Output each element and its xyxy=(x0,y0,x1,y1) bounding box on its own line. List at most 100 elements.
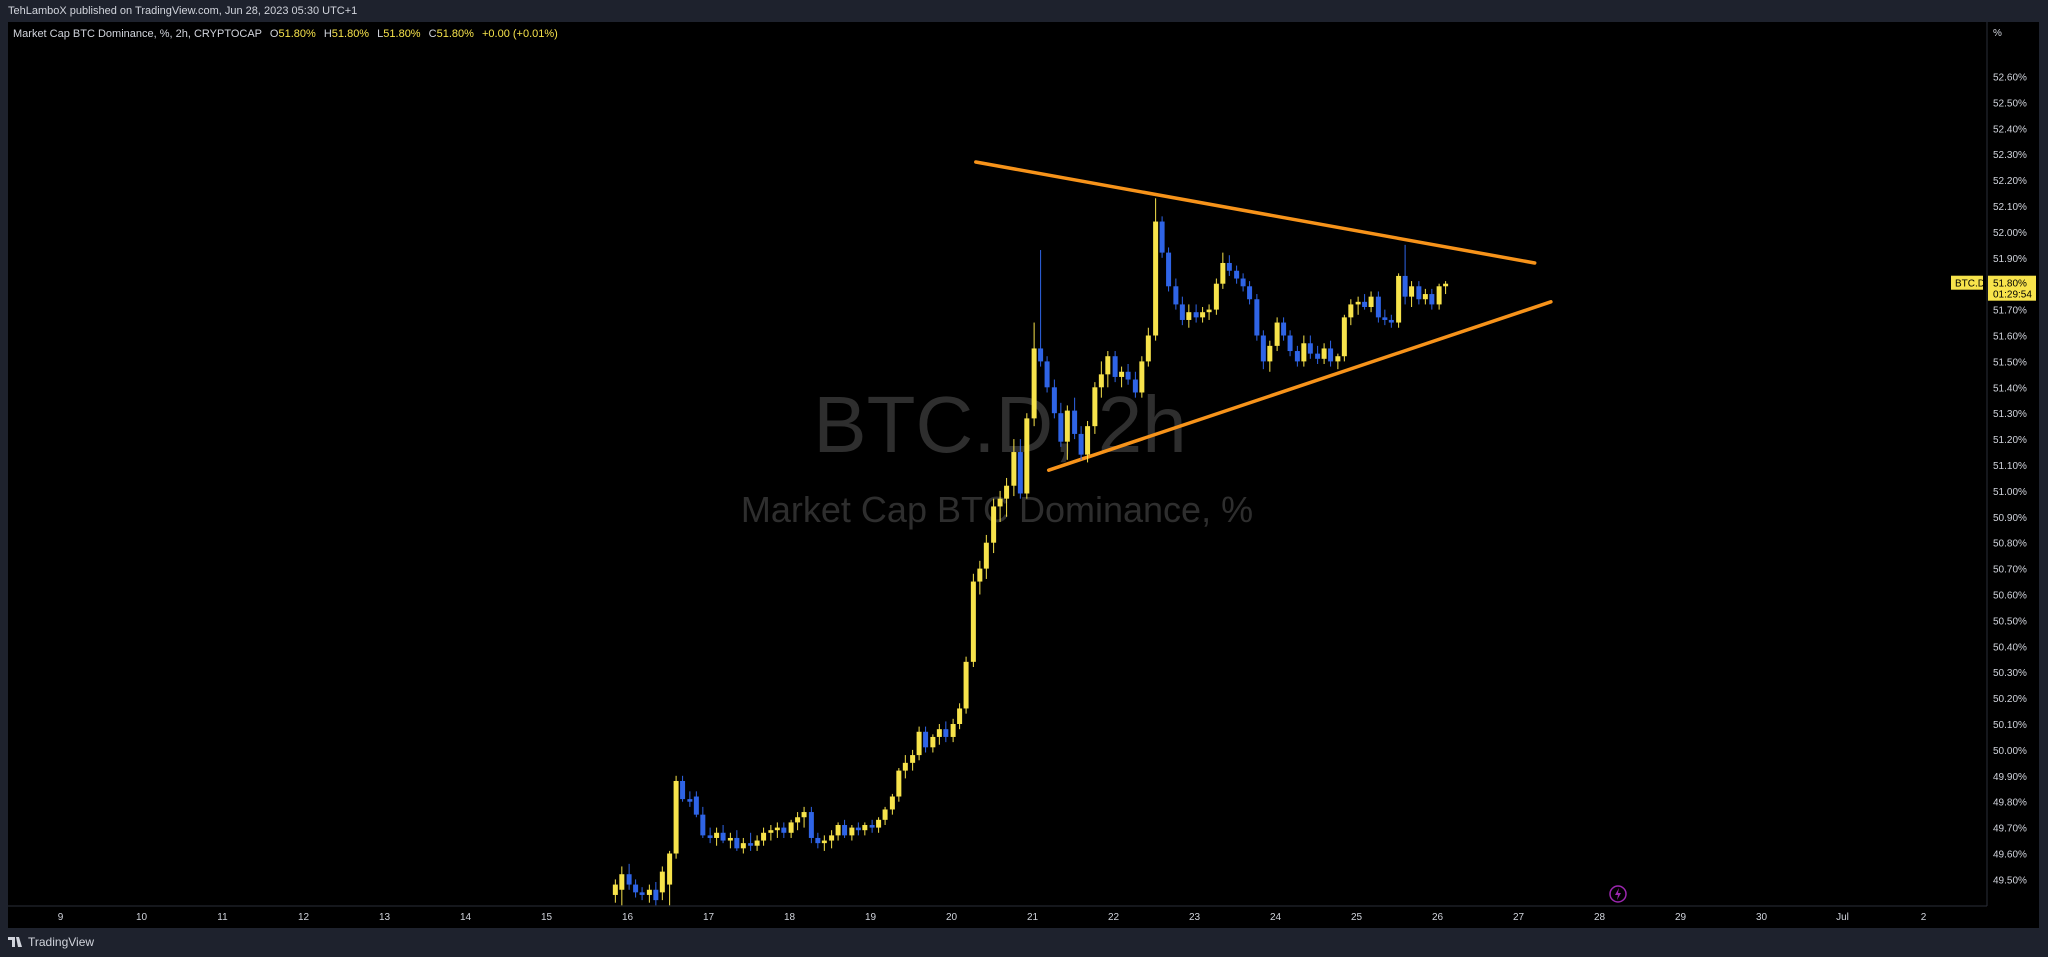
candle-body[interactable] xyxy=(1051,387,1057,414)
candle-body[interactable] xyxy=(1422,294,1428,300)
candle-body[interactable] xyxy=(1226,262,1232,271)
candle-body[interactable] xyxy=(1193,312,1199,318)
symbol-price-tag[interactable] xyxy=(1951,275,1983,290)
candle-body[interactable] xyxy=(1287,335,1293,352)
candle-body[interactable] xyxy=(876,819,882,828)
candle-body[interactable] xyxy=(801,812,807,818)
candle-body[interactable] xyxy=(1105,356,1111,375)
candle-body[interactable] xyxy=(896,770,902,797)
candle-body[interactable] xyxy=(1416,286,1422,300)
candle-body[interactable] xyxy=(1017,452,1023,494)
candle-body[interactable] xyxy=(1031,348,1037,419)
candle-body[interactable] xyxy=(626,874,632,885)
candle-body[interactable] xyxy=(1038,348,1044,362)
candle-body[interactable] xyxy=(1247,286,1253,300)
candle-body[interactable] xyxy=(1355,301,1361,305)
candle-body[interactable] xyxy=(653,889,659,901)
candle-body[interactable] xyxy=(1132,379,1138,393)
candle-body[interactable] xyxy=(1004,485,1010,499)
candle-body[interactable] xyxy=(936,729,942,737)
candle-body[interactable] xyxy=(943,729,949,737)
candle-body[interactable] xyxy=(1092,387,1098,427)
candle-body[interactable] xyxy=(1396,275,1402,323)
candle-body[interactable] xyxy=(795,817,801,823)
candle-body[interactable] xyxy=(700,814,706,836)
candle-body[interactable] xyxy=(1179,304,1185,320)
candle-body[interactable] xyxy=(821,840,827,844)
candle-body[interactable] xyxy=(1206,309,1212,313)
candle-body[interactable] xyxy=(646,889,652,895)
candle-body[interactable] xyxy=(882,809,888,820)
candle-body[interactable] xyxy=(1078,433,1084,455)
candle-body[interactable] xyxy=(815,837,821,844)
candle-body[interactable] xyxy=(714,832,720,838)
candle-body[interactable] xyxy=(734,837,740,849)
candle-body[interactable] xyxy=(963,661,969,709)
candle-body[interactable] xyxy=(659,871,665,893)
candle-body[interactable] xyxy=(761,832,767,841)
candle-body[interactable] xyxy=(1085,426,1091,455)
candle-body[interactable] xyxy=(1024,418,1030,494)
candle-body[interactable] xyxy=(680,780,686,800)
candle-body[interactable] xyxy=(1186,312,1192,320)
candle-body[interactable] xyxy=(774,827,780,831)
candle-body[interactable] xyxy=(991,506,997,543)
candle-body[interactable] xyxy=(1254,299,1260,336)
candle-body[interactable] xyxy=(1119,371,1125,377)
candle-body[interactable] xyxy=(1220,262,1226,284)
candle-body[interactable] xyxy=(673,780,679,854)
candle-body[interactable] xyxy=(768,830,774,833)
candle-body[interactable] xyxy=(1098,374,1104,388)
candle-body[interactable] xyxy=(1335,356,1341,362)
candle-body[interactable] xyxy=(1213,283,1219,310)
candle-body[interactable] xyxy=(1159,221,1165,253)
candle-body[interactable] xyxy=(1125,371,1131,380)
candle-body[interactable] xyxy=(842,825,848,836)
candle-body[interactable] xyxy=(1240,278,1246,287)
candle-body[interactable] xyxy=(855,827,861,831)
candle-body[interactable] xyxy=(997,498,1003,507)
candle-body[interactable] xyxy=(1375,296,1381,318)
candle-body[interactable] xyxy=(930,736,936,748)
candle-body[interactable] xyxy=(1145,335,1151,362)
candle-body[interactable] xyxy=(916,731,922,756)
candle-body[interactable] xyxy=(1064,410,1070,442)
candle-body[interactable] xyxy=(1166,252,1172,287)
candle-body[interactable] xyxy=(1112,356,1118,377)
candle-body[interactable] xyxy=(835,825,841,836)
candle-body[interactable] xyxy=(1328,348,1334,362)
candle-body[interactable] xyxy=(1044,361,1050,388)
symbol-legend[interactable]: Market Cap BTC Dominance, %, 2h, CRYPTOC… xyxy=(13,28,558,40)
lightning-icon[interactable] xyxy=(1609,885,1627,903)
candle-body[interactable] xyxy=(1011,452,1017,486)
candle-body[interactable] xyxy=(1315,353,1321,359)
candle-body[interactable] xyxy=(781,827,787,833)
candle-body[interactable] xyxy=(1402,275,1408,297)
candle-body[interactable] xyxy=(970,581,976,662)
candle-body[interactable] xyxy=(889,796,895,810)
candle-body[interactable] xyxy=(1436,286,1442,305)
candle-body[interactable] xyxy=(977,568,983,582)
candle-body[interactable] xyxy=(1301,343,1307,362)
trendline-upper[interactable] xyxy=(974,160,1537,265)
candle-body[interactable] xyxy=(1388,319,1394,323)
candle-body[interactable] xyxy=(1153,221,1159,336)
candle-body[interactable] xyxy=(862,825,868,831)
candle-body[interactable] xyxy=(829,835,835,841)
candle-body[interactable] xyxy=(693,796,699,815)
candle-body[interactable] xyxy=(923,731,929,748)
candle-body[interactable] xyxy=(1368,296,1374,308)
candle-body[interactable] xyxy=(1139,361,1145,393)
candle-body[interactable] xyxy=(902,762,908,771)
candle-body[interactable] xyxy=(1341,317,1347,357)
candle-body[interactable] xyxy=(808,812,814,838)
candle-body[interactable] xyxy=(1321,348,1327,359)
candle-body[interactable] xyxy=(1362,301,1368,308)
candle-body[interactable] xyxy=(788,822,794,833)
candle-body[interactable] xyxy=(1307,343,1313,354)
candle-body[interactable] xyxy=(950,724,956,737)
candle-body[interactable] xyxy=(1281,322,1287,336)
candle-body[interactable] xyxy=(1234,270,1240,279)
candle-body[interactable] xyxy=(748,843,754,846)
